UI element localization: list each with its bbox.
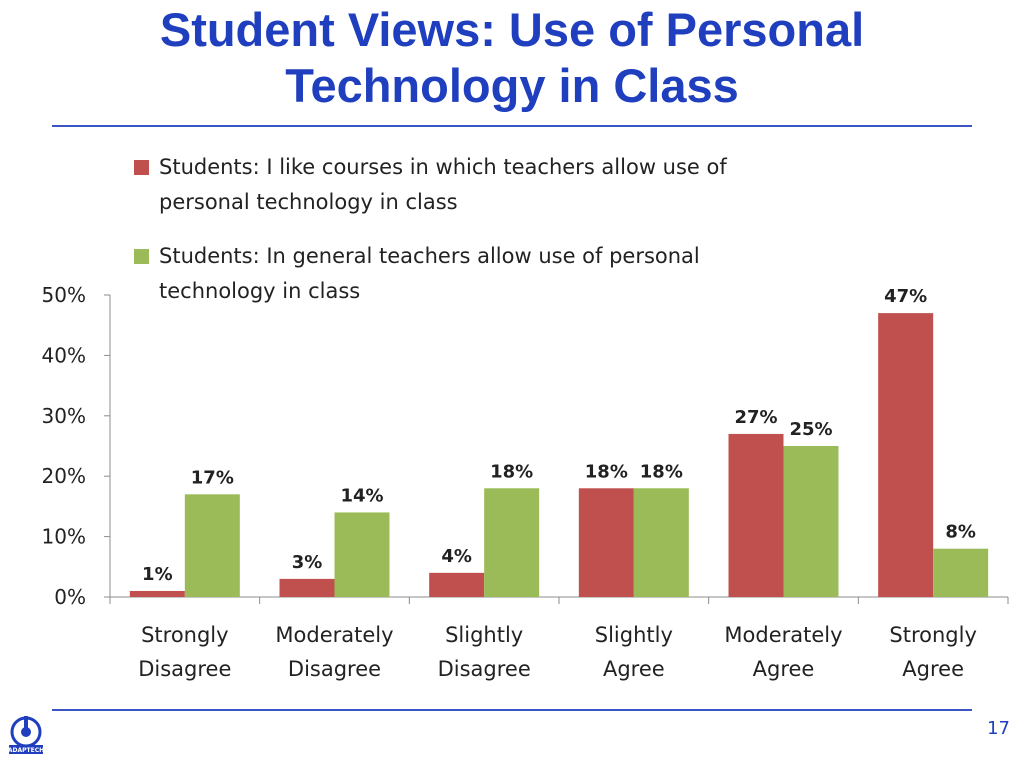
bar-series2 [633,488,689,597]
data-label-series1: 47% [884,286,927,307]
bar-series2 [783,446,839,597]
x-tick-label: Agree [902,657,964,681]
legend-label-series2-line1: Students: In general teachers allow use … [159,244,700,268]
bar-chart: 0% 10% 20% 30% 40% 50% 1% 17% Strongly Disagree 3%… [42,283,1009,681]
bar-series1 [878,313,934,597]
data-label-series2: 8% [945,522,976,543]
data-label-series1: 3% [292,552,323,573]
x-tick-label: Disagree [288,657,381,681]
x-tick-label: Strongly [889,623,977,647]
y-tick-label: 10% [42,525,86,549]
bar-series1 [429,572,485,597]
x-tick-label: Disagree [138,657,231,681]
y-tick-label: 20% [42,464,86,488]
bar-series2 [484,488,540,597]
footer-divider [52,709,972,711]
x-tick-label: Agree [603,657,665,681]
x-tick-label: Agree [753,657,815,681]
data-label-series1: 1% [142,564,173,585]
bar-series1 [578,488,634,597]
bar-series2 [933,548,989,597]
bar-series1 [129,590,185,597]
x-tick-label: Strongly [141,623,229,647]
x-tick-label: Moderately [724,623,842,647]
slide-title-line1: Student Views: Use of Personal [159,3,865,56]
y-tick-label: 30% [42,404,86,428]
bar-series1 [279,578,335,597]
y-tick-label: 50% [42,283,86,307]
page-number: 17 [987,718,1010,739]
legend-swatch-series2 [134,249,149,264]
bar-series2 [334,512,390,597]
data-label-series1: 27% [734,407,777,428]
legend-label-series1-line2: personal technology in class [159,190,458,214]
y-tick-label: 0% [54,585,86,609]
x-tick-label: Slightly [445,623,523,647]
y-tick-label: 40% [42,343,86,367]
bar-series1 [728,433,784,597]
data-label-series1: 4% [441,546,472,567]
adaptech-logo: ADAPTECH [8,716,44,754]
x-tick-label: Slightly [595,623,673,647]
data-label-series1: 18% [585,461,628,482]
legend-label-series1-line1: Students: I like courses in which teache… [159,155,727,179]
data-label-series2: 17% [191,467,234,488]
data-label-series2: 18% [490,461,533,482]
slide-title-line2: Technology in Class [285,59,739,112]
bar-series2 [184,494,240,597]
x-tick-label: Disagree [438,657,531,681]
x-tick-label: Moderately [275,623,393,647]
legend-swatch-series1 [134,160,149,175]
data-label-series2: 25% [789,419,832,440]
data-label-series2: 14% [340,485,383,506]
title-divider [52,125,972,127]
logo-text: ADAPTECH [8,747,44,754]
legend-label-series2-line2: technology in class [159,279,361,303]
data-label-series2: 18% [640,461,683,482]
slide-title: Student Views: Use of Personal Technolog… [0,2,1024,114]
